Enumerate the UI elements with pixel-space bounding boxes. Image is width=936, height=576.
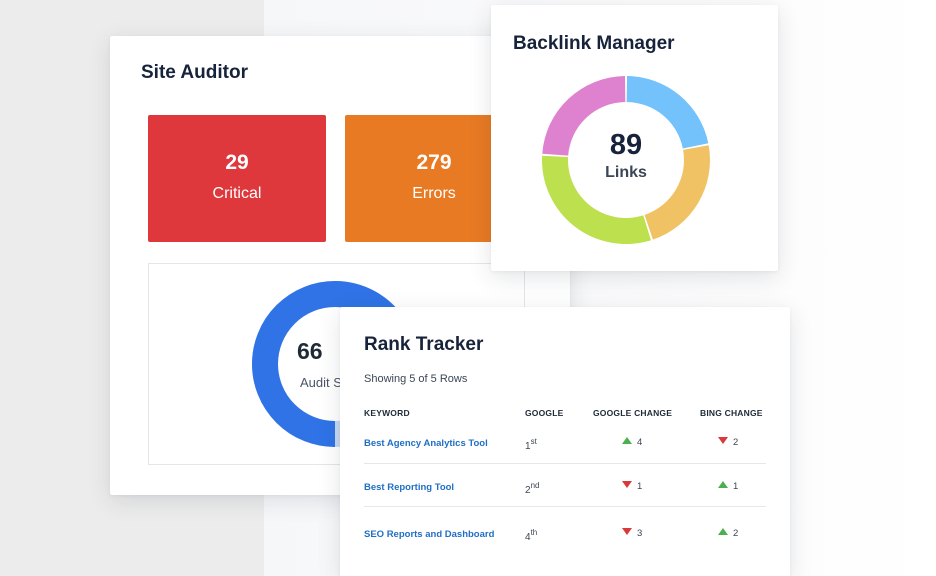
backlink-manager-card: Backlink Manager 89 Links <box>491 5 778 271</box>
rows-info: Showing 5 of 5 Rows <box>364 373 468 385</box>
backlink-segment-4[interactable] <box>542 76 626 156</box>
backlink-segment-2[interactable] <box>644 145 710 240</box>
google-rank: 1st <box>525 437 537 452</box>
backlink-manager-title: Backlink Manager <box>513 33 675 54</box>
google-change: 4 <box>622 437 702 448</box>
header-google-change[interactable]: GOOGLE CHANGE <box>593 408 673 418</box>
links-count: 89 <box>609 129 643 161</box>
critical-label: Critical <box>212 185 262 202</box>
bing-change: 2 <box>718 528 778 539</box>
audit-donut-fill <box>252 281 418 447</box>
errors-label: Errors <box>412 185 456 202</box>
audit-score-value: 66 <box>297 338 323 364</box>
rank-tracker-card: Rank Tracker Showing 5 of 5 Rows KEYWORD… <box>340 307 790 576</box>
bing-change: 1 <box>718 481 778 492</box>
arrow-up-icon <box>718 528 728 535</box>
keyword-link[interactable]: Best Agency Analytics Tool <box>364 438 488 449</box>
table-row: Best Reporting Tool 2nd 1 1 <box>364 464 766 507</box>
arrow-down-icon <box>622 481 632 488</box>
google-rank: 4th <box>525 528 538 543</box>
keyword-link[interactable]: SEO Reports and Dashboard <box>364 529 495 540</box>
arrow-up-icon <box>718 481 728 488</box>
critical-count: 29 <box>225 151 249 174</box>
audit-score-label: Audit S <box>300 375 342 390</box>
table-row: SEO Reports and Dashboard 4th 3 2 <box>364 507 766 550</box>
backlink-segment-1[interactable] <box>626 76 709 149</box>
links-label: Links <box>605 164 647 181</box>
arrow-up-icon <box>622 437 632 444</box>
backlink-donut <box>542 76 710 244</box>
arrow-down-icon <box>718 437 728 444</box>
rank-tracker-title: Rank Tracker <box>364 334 484 355</box>
google-change: 1 <box>622 481 702 492</box>
errors-count: 279 <box>416 151 452 174</box>
site-auditor-title: Site Auditor <box>141 62 248 83</box>
arrow-down-icon <box>622 528 632 535</box>
header-keyword[interactable]: KEYWORD <box>364 408 410 418</box>
critical-stat[interactable]: 29 Critical <box>148 115 326 242</box>
header-google[interactable]: GOOGLE <box>525 408 564 418</box>
google-change: 3 <box>622 528 702 539</box>
header-bing-change[interactable]: BING CHANGE <box>700 408 763 418</box>
bing-change: 2 <box>718 437 778 448</box>
keyword-link[interactable]: Best Reporting Tool <box>364 482 455 493</box>
google-rank: 2nd <box>525 481 540 496</box>
backlink-segment-3[interactable] <box>542 155 651 244</box>
table-row: Best Agency Analytics Tool 1st 4 2 <box>364 421 766 464</box>
